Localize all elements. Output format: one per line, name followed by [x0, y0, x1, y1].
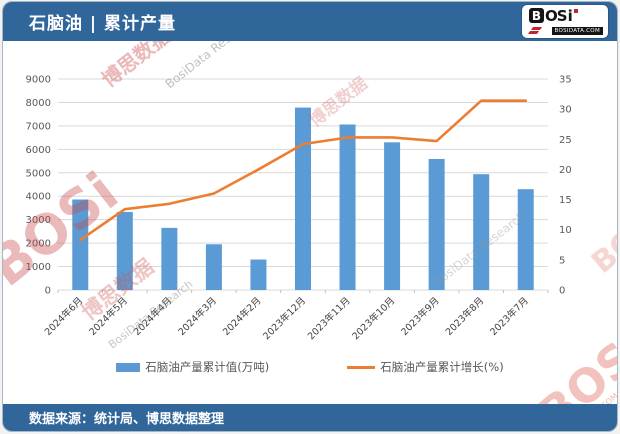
svg-text:2024年3月: 2024年3月 [176, 295, 219, 338]
svg-text:2023年10月: 2023年10月 [350, 295, 398, 343]
svg-text:2024年4月: 2024年4月 [131, 295, 174, 338]
logo-os-text: OS [545, 6, 568, 25]
svg-text:35: 35 [559, 75, 572, 86]
chart-legend: 石脑油产量累计值(万吨) 石脑油产量累计增长(%) [3, 359, 617, 375]
svg-text:0: 0 [45, 286, 51, 297]
legend-item-bars: 石脑油产量累计值(万吨) [116, 359, 269, 375]
svg-text:8000: 8000 [26, 98, 51, 109]
svg-text:9000: 9000 [26, 75, 51, 86]
svg-text:5000: 5000 [26, 168, 51, 179]
bosi-logo: B OS i BOSIDATA.COM [522, 5, 608, 38]
svg-text:10: 10 [559, 225, 572, 236]
line-series-label: 石脑油产量累计增长(%) [380, 360, 504, 374]
svg-text:4000: 4000 [26, 192, 51, 203]
svg-text:2023年8月: 2023年8月 [443, 295, 486, 338]
legend-item-line: 石脑油产量累计增长(%) [347, 359, 504, 375]
footer-bar: 数据来源：统计局、博思数据整理 [3, 404, 617, 431]
svg-text:3000: 3000 [26, 215, 51, 226]
svg-text:2000: 2000 [26, 239, 51, 250]
logo-red-slash-icon [530, 27, 543, 30]
svg-text:30: 30 [559, 105, 572, 116]
svg-text:20: 20 [559, 165, 572, 176]
svg-text:2023年11月: 2023年11月 [305, 295, 353, 343]
svg-text:5: 5 [559, 255, 565, 266]
svg-text:2024年6月: 2024年6月 [42, 295, 85, 338]
bar-series-swatch [116, 362, 141, 372]
logo-red-dot-icon [573, 8, 578, 13]
logo-b-tile: B [529, 8, 544, 23]
line-series-swatch [347, 365, 376, 369]
chart-svg: 0 1000 2000 3000 4000 5000 6000 7000 8000 9000 0 5 1… [26, 75, 572, 343]
svg-text:25: 25 [559, 135, 572, 146]
svg-text:0: 0 [559, 286, 565, 297]
svg-text:7000: 7000 [26, 121, 51, 132]
svg-text:2023年12月: 2023年12月 [261, 295, 309, 343]
bosi-logo-wordmark: B OS i [522, 5, 608, 25]
svg-text:1000: 1000 [26, 262, 51, 273]
svg-text:2024年2月: 2024年2月 [220, 295, 263, 338]
svg-text:2024年5月: 2024年5月 [87, 295, 130, 338]
logo-red-slash-icon [527, 31, 540, 34]
svg-text:15: 15 [559, 195, 572, 206]
data-source-text: 数据来源：统计局、博思数据整理 [29, 412, 225, 427]
bar-series-label: 石脑油产量累计值(万吨) [145, 360, 270, 374]
svg-text:6000: 6000 [26, 145, 51, 156]
header-bar: 石脑油 | 累计产量 B OS i BOSIDATA.COM [3, 2, 617, 41]
svg-text:2023年9月: 2023年9月 [398, 295, 441, 338]
logo-domain: BOSIDATA.COM [551, 27, 603, 35]
logo-i-text: i [567, 6, 573, 25]
page-title: 石脑油 | 累计产量 [29, 14, 177, 34]
svg-text:2023年7月: 2023年7月 [488, 295, 531, 338]
